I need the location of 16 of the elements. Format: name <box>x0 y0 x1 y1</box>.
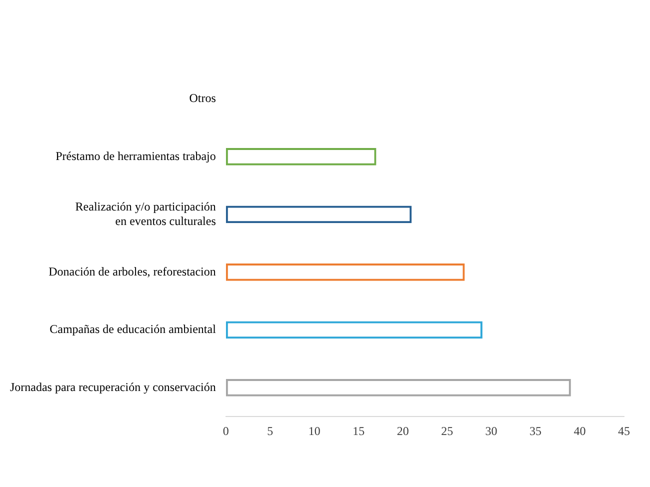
y-tick-label: Realización y/o participación en eventos culturales <box>75 199 216 228</box>
y-tick-label: Campañas de educación ambiental <box>50 322 217 336</box>
x-tick-label: 10 <box>308 424 320 438</box>
x-tick-label: 5 <box>267 424 274 438</box>
y-tick-label: Préstamo de herramientas trabajo <box>56 148 216 163</box>
y-tick-label: Otros <box>189 91 216 106</box>
y-tick-label: Donación de arboles, reforestacion <box>48 264 216 278</box>
x-tick-label: 30 <box>485 424 498 438</box>
x-tick-label: 25 <box>441 424 454 438</box>
x-tick-label: 40 <box>574 424 586 438</box>
y-tick-label: Jornadas para recuperación y conservación <box>10 380 216 394</box>
x-tick-label: 45 <box>618 424 630 438</box>
x-tick-label: 35 <box>530 424 542 438</box>
x-tick-label: 20 <box>396 424 409 438</box>
x-tick-label: 15 <box>352 424 365 438</box>
x-tick-label: 0 <box>222 424 229 438</box>
